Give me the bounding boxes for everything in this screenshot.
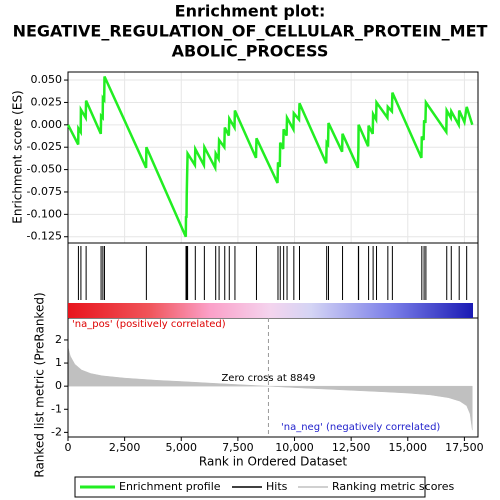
x-tick-label: 15,000	[389, 441, 428, 454]
rank-color-bar	[68, 303, 473, 318]
y-tick-label: -2	[51, 425, 62, 438]
chart-title: ABOLIC_PROCESS	[172, 42, 329, 61]
legend-label: Ranking metric scores	[332, 480, 454, 493]
legend-label: Hits	[266, 480, 288, 493]
x-tick-label: 0	[65, 441, 72, 454]
y-tick-label: -0.100	[27, 207, 62, 220]
pos-label: 'na_pos' (positively correlated)	[72, 319, 226, 330]
y-tick-label: 0	[55, 379, 62, 392]
plot-frame	[67, 71, 479, 438]
y-tick-label: -0.125	[27, 230, 62, 243]
y-tick-label: 0.050	[31, 73, 63, 86]
x-axis-label: Rank in Ordered Dataset	[199, 455, 347, 469]
zero-cross-label: Zero cross at 8849	[221, 373, 315, 384]
x-tick-label: 17,500	[445, 441, 484, 454]
y-tick-label: -0.025	[27, 140, 62, 153]
metric-area	[67, 346, 473, 431]
x-tick-label: 7,500	[222, 441, 254, 454]
x-tick-label: 12,500	[332, 441, 371, 454]
y-axis-label: Enrichment score (ES)	[11, 90, 25, 223]
y-tick-label: 0.000	[31, 118, 63, 131]
y-tick-label: 0.025	[31, 95, 63, 108]
y-tick-label: 2	[55, 333, 62, 346]
es-line	[66, 75, 474, 238]
y-axis-label: Ranked list metric (PreRanked)	[33, 292, 47, 477]
chart-title: Enrichment plot:	[175, 2, 326, 21]
neg-label: 'na_neg' (negatively correlated)	[281, 422, 440, 433]
x-tick-label: 2,500	[109, 441, 141, 454]
legend-label: Enrichment profile	[119, 480, 221, 493]
y-tick-label: -0.075	[27, 185, 62, 198]
chart-title: NEGATIVE_REGULATION_OF_CELLULAR_PROTEIN_…	[13, 22, 488, 41]
x-tick-label: 10,000	[275, 441, 314, 454]
y-tick-label: -0.050	[27, 163, 62, 176]
y-tick-label: -1	[51, 402, 62, 415]
x-tick-label: 5,000	[166, 441, 198, 454]
y-tick-label: 1	[55, 356, 62, 369]
